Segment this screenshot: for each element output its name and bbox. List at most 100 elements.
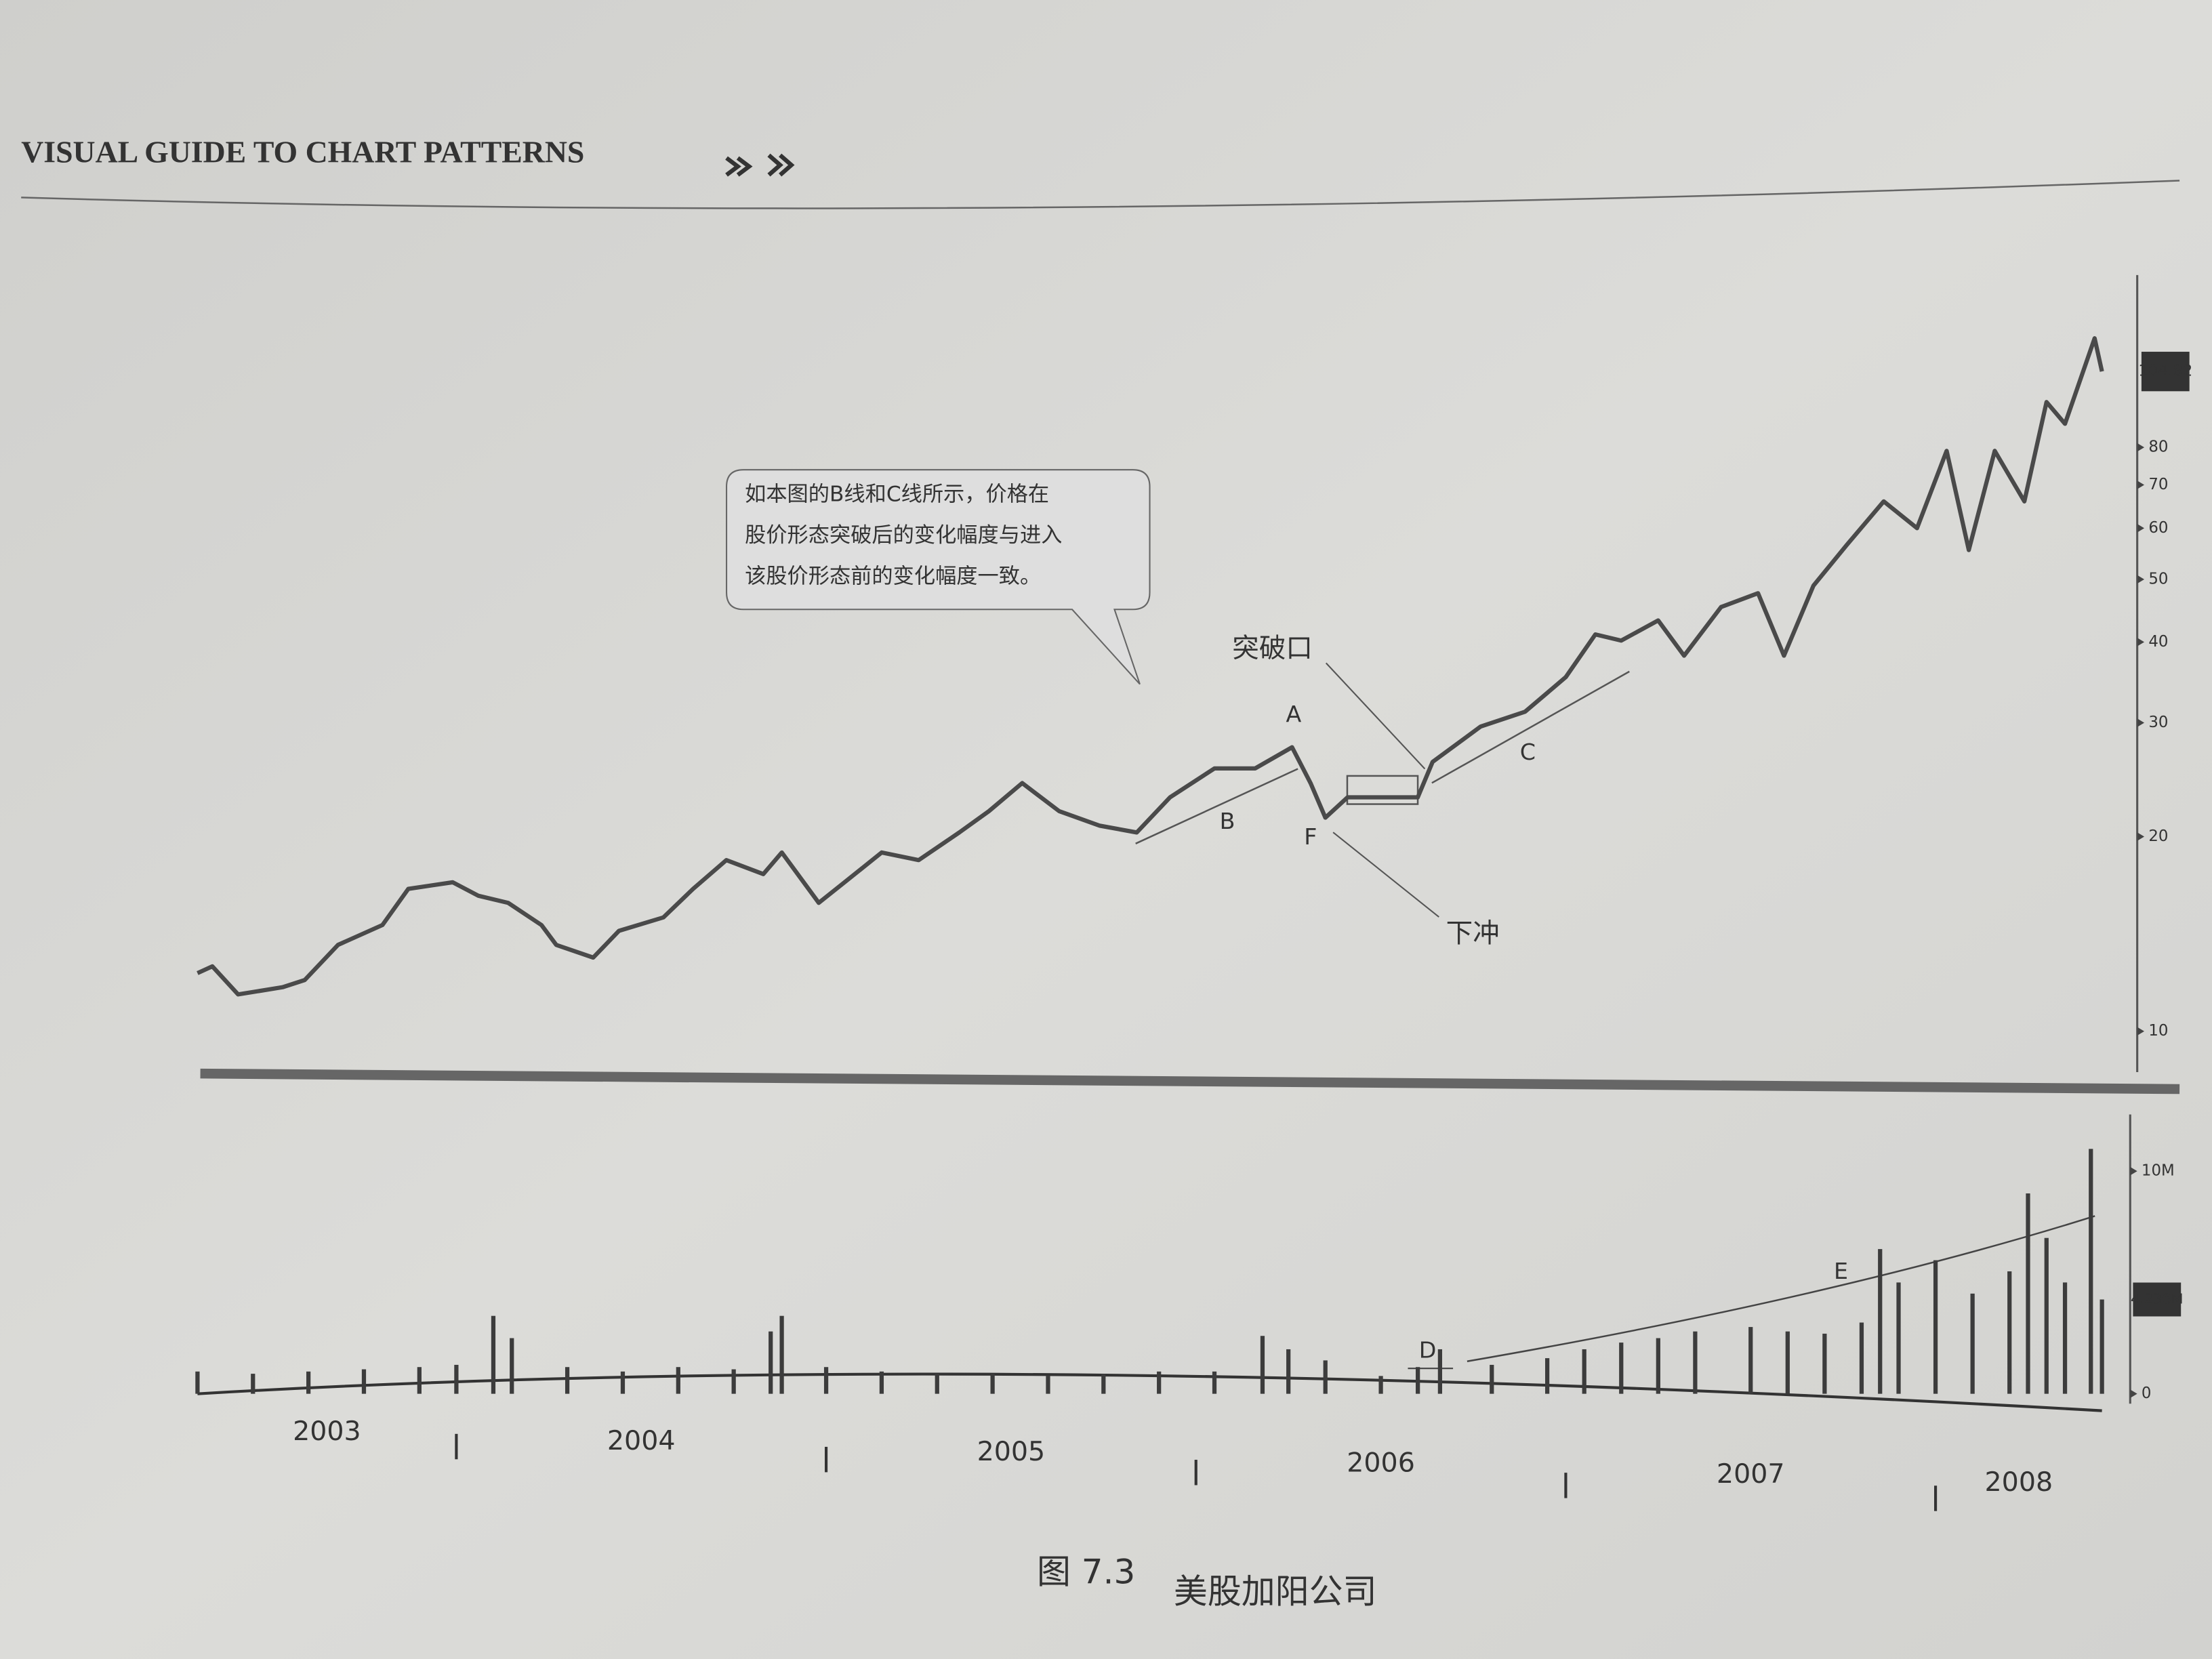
volume-bar — [1656, 1338, 1660, 1394]
volume-bar — [2044, 1237, 2049, 1394]
volume-bar — [2089, 1149, 2093, 1394]
y-tick-mark — [2137, 524, 2145, 533]
volume-bar — [620, 1371, 626, 1394]
caption-title: 美股加阳公司 — [1174, 1572, 1377, 1612]
volume-bar — [731, 1369, 736, 1394]
volume-bar — [879, 1371, 884, 1394]
volume-bar — [1286, 1349, 1291, 1394]
pattern-label: E — [1834, 1258, 1848, 1284]
pattern-label: B — [1220, 808, 1235, 834]
volume-bar — [251, 1374, 255, 1394]
trend-line-c — [1431, 670, 1630, 784]
y-tick-mark — [2137, 718, 2145, 727]
caption-label: 图 7.3 — [1037, 1553, 1135, 1592]
volume-bar — [769, 1331, 773, 1394]
panel-divider — [200, 1068, 2180, 1094]
time-axis — [197, 1372, 2102, 1412]
y-tick-mark — [2137, 443, 2145, 452]
volume-bar — [823, 1367, 829, 1394]
callout-text: 如本图的B线和C线所示，价格在 — [745, 483, 1049, 507]
volume-bar — [454, 1364, 459, 1394]
y-tick-mark — [2137, 1027, 2145, 1036]
y-tick-mark — [2137, 832, 2145, 841]
volume-bar — [1933, 1260, 1938, 1394]
header-chevrons — [725, 153, 795, 177]
volume-bar — [1822, 1333, 1827, 1394]
y-tick-label: 10 — [2148, 1022, 2168, 1040]
price-line — [197, 336, 2104, 997]
pattern-label: C — [1520, 739, 1536, 765]
header-rule — [21, 180, 2180, 209]
y-tick-mark — [2137, 575, 2145, 584]
volume-bar — [1878, 1249, 1883, 1394]
volume-bar — [2100, 1299, 2104, 1394]
volume-bar — [1693, 1331, 1698, 1394]
volume-bar — [1437, 1349, 1443, 1394]
pattern-label: 下冲 — [1446, 918, 1500, 949]
y-tick-label: 40 — [2148, 633, 2168, 651]
y-tick-label: 70 — [2148, 476, 2168, 493]
x-tick-label: 2008 — [1985, 1467, 2053, 1498]
last-volume-label: 4.236M — [2131, 1290, 2183, 1307]
y-tick-label: 0 — [2142, 1385, 2152, 1402]
last-volume-tag — [2133, 1282, 2182, 1317]
y-tick-label: 20 — [2148, 827, 2168, 845]
volume-bar — [1490, 1364, 1494, 1394]
volume-bar — [1323, 1360, 1328, 1394]
volume-bar — [935, 1374, 939, 1394]
x-tick-label: 2005 — [977, 1436, 1046, 1467]
leader-line — [1332, 832, 1439, 918]
y-tick-mark — [2137, 638, 2145, 647]
volume-bar — [1378, 1376, 1383, 1394]
y-tick-mark — [2130, 1389, 2137, 1398]
consolidation-box — [1346, 775, 1419, 805]
volume-bar — [1785, 1331, 1790, 1394]
volume-bar — [417, 1367, 422, 1394]
volume-bar — [1748, 1327, 1753, 1394]
x-tick-label: 2007 — [1717, 1458, 1785, 1490]
volume-bar — [2062, 1282, 2068, 1394]
x-tick-label: 2006 — [1347, 1448, 1415, 1479]
volume-bar — [1970, 1293, 1975, 1394]
header-title: VISUAL GUIDE TO CHART PATTERNS — [21, 134, 584, 169]
volume-bar — [1582, 1349, 1586, 1394]
callout-text: 股价形态突破后的变化幅度与进入 — [745, 523, 1062, 548]
volume-bar — [1157, 1371, 1162, 1394]
volume-bar — [1212, 1371, 1217, 1394]
last-price-tag — [2141, 352, 2190, 392]
volume-bar — [779, 1315, 784, 1394]
y-tick-mark — [2137, 480, 2145, 489]
volume-bar — [1619, 1343, 1624, 1394]
y-tick-label: 60 — [2148, 519, 2168, 537]
volume-bar — [1416, 1367, 1420, 1394]
trend-line-b — [1135, 768, 1298, 844]
volume-bar — [990, 1374, 995, 1394]
trend-line-e — [1467, 1215, 2095, 1363]
last-price-label: 104.82 — [2138, 363, 2192, 380]
y-tick-label: 50 — [2148, 570, 2168, 588]
callout-text: 该股价形态前的变化幅度一致。 — [745, 564, 1041, 588]
pattern-label: F — [1304, 823, 1317, 850]
leader-line — [1325, 662, 1426, 770]
pattern-label: 突破口 — [1232, 633, 1313, 664]
volume-bar — [565, 1367, 570, 1394]
y-tick-label: 30 — [2148, 714, 2168, 731]
volume-bar — [1101, 1374, 1106, 1394]
x-tick-label: 2004 — [607, 1425, 676, 1456]
volume-bar — [1859, 1322, 1864, 1394]
volume-bar — [2026, 1193, 2030, 1394]
volume-bar — [1896, 1282, 1901, 1394]
pattern-label: A — [1286, 701, 1301, 727]
volume-bar — [1046, 1376, 1050, 1394]
callout-bubble — [726, 469, 1151, 685]
pattern-label: D — [1419, 1337, 1437, 1364]
y-tick-label: 80 — [2148, 438, 2168, 456]
y-tick-label: 10M — [2142, 1162, 2175, 1180]
volume-bar — [676, 1367, 680, 1394]
volume-bar — [1260, 1336, 1265, 1394]
volume-bar — [306, 1371, 311, 1394]
volume-bar — [361, 1369, 367, 1394]
y-tick-mark — [2130, 1166, 2137, 1176]
